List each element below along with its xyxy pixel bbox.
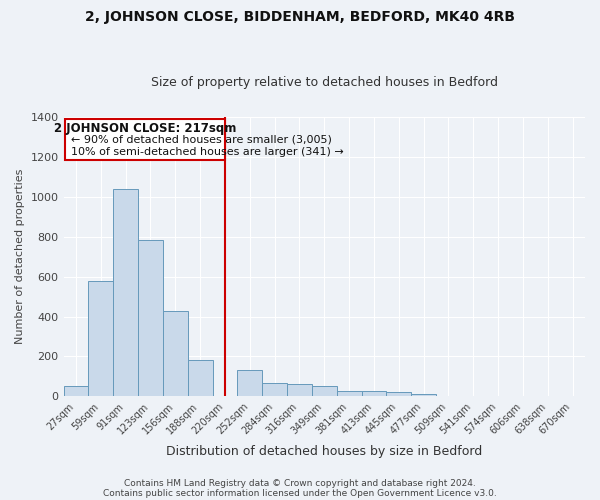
Bar [163,310,188,396]
Bar [113,189,138,396]
Text: 10% of semi-detached houses are larger (341) →: 10% of semi-detached houses are larger (… [71,147,344,157]
Bar [411,394,436,396]
Text: Contains HM Land Registry data © Crown copyright and database right 2024.: Contains HM Land Registry data © Crown c… [124,478,476,488]
X-axis label: Distribution of detached houses by size in Bedford: Distribution of detached houses by size … [166,444,482,458]
Bar [188,360,212,396]
Bar [386,392,411,396]
Y-axis label: Number of detached properties: Number of detached properties [15,169,25,344]
FancyBboxPatch shape [65,119,225,160]
Bar [262,383,287,396]
Bar [362,391,386,396]
Bar [88,281,113,396]
Bar [287,384,312,396]
Bar [64,386,88,396]
Text: ← 90% of detached houses are smaller (3,005): ← 90% of detached houses are smaller (3,… [71,134,332,144]
Text: 2, JOHNSON CLOSE, BIDDENHAM, BEDFORD, MK40 4RB: 2, JOHNSON CLOSE, BIDDENHAM, BEDFORD, MK… [85,10,515,24]
Text: Contains public sector information licensed under the Open Government Licence v3: Contains public sector information licen… [103,488,497,498]
Bar [337,390,362,396]
Title: Size of property relative to detached houses in Bedford: Size of property relative to detached ho… [151,76,498,90]
Bar [312,386,337,396]
Text: 2 JOHNSON CLOSE: 217sqm: 2 JOHNSON CLOSE: 217sqm [53,122,236,135]
Bar [238,370,262,396]
Bar [138,240,163,396]
